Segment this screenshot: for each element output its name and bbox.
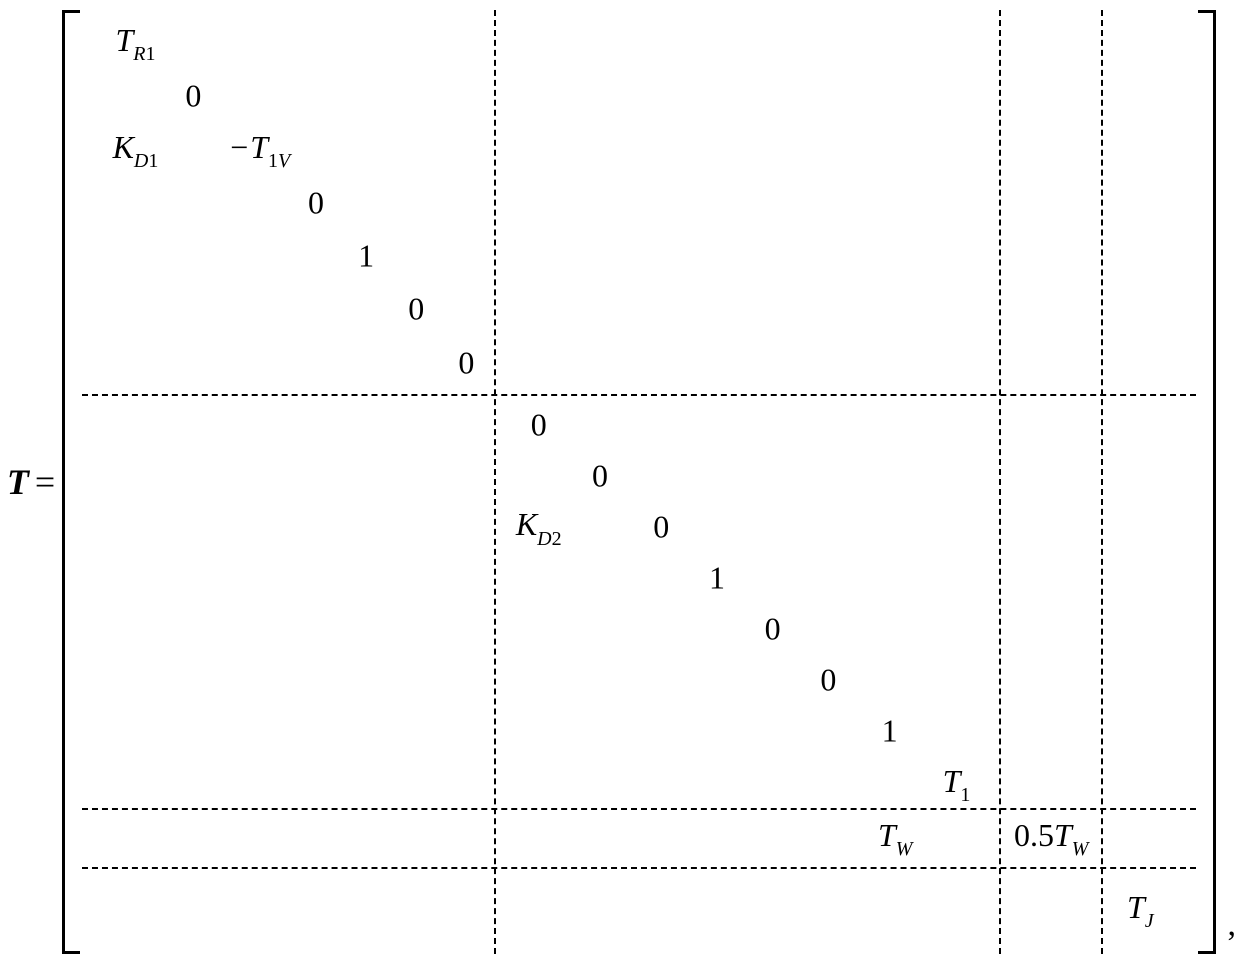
vertical-divider: [999, 10, 1001, 954]
lhs-variable: T: [7, 461, 29, 503]
left-bracket: [62, 10, 80, 954]
matrix-equation: T = , TR10KD1−T1V010000KD201001T1TW0.5TW…: [0, 0, 1240, 964]
matrix-entry: TJ: [1127, 888, 1154, 930]
trailing-comma: ,: [1228, 906, 1237, 944]
matrix-entry: −T1V: [230, 129, 290, 171]
horizontal-divider: [82, 867, 1196, 869]
matrix-entry: 0.5TW: [1014, 817, 1088, 859]
vertical-divider: [494, 10, 496, 954]
matrix-body: TR10KD1−T1V010000KD201001T1TW0.5TWTJ: [82, 10, 1196, 954]
right-bracket: [1198, 10, 1216, 954]
matrix-entry: 0: [765, 611, 781, 648]
matrix-entry: 0: [592, 458, 608, 495]
matrix-entry: TW: [878, 817, 912, 859]
matrix-entry: 1: [882, 713, 898, 750]
vertical-divider: [1101, 10, 1103, 954]
matrix-entry: 0: [531, 407, 547, 444]
matrix-entry: 0: [308, 184, 324, 221]
horizontal-divider: [82, 808, 1196, 810]
matrix-entry: 0: [408, 291, 424, 328]
matrix-entry: 0: [458, 345, 474, 382]
equals-sign: =: [35, 461, 55, 503]
matrix-entry: 0: [185, 77, 201, 114]
equation-lhs: T =: [0, 0, 62, 964]
horizontal-divider: [82, 394, 1196, 396]
matrix-entry: TR1: [115, 22, 155, 64]
matrix-entry: KD1: [113, 129, 159, 171]
matrix-entry: 1: [709, 560, 725, 597]
matrix-entry: 1: [358, 238, 374, 275]
matrix-entry: 0: [820, 662, 836, 699]
matrix-entry: KD2: [516, 506, 562, 548]
matrix-entry: 0: [653, 509, 669, 546]
matrix-entry: T1: [943, 763, 971, 805]
